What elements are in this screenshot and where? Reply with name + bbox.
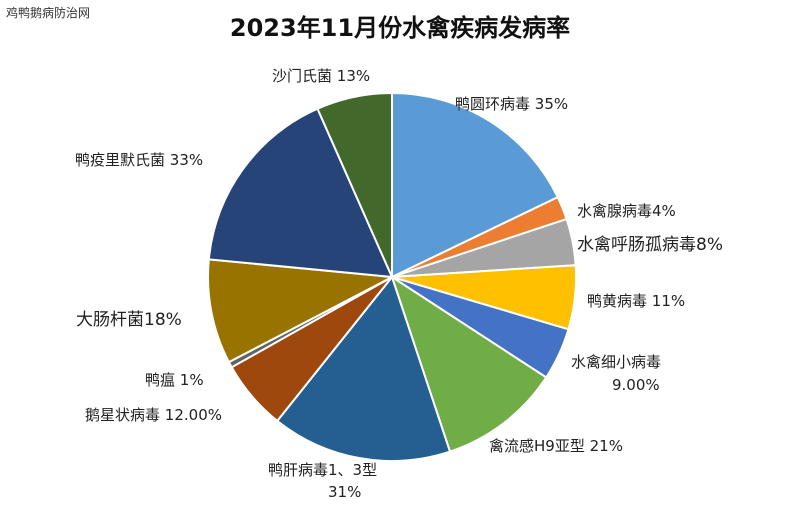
chart-title: 2023年11月份水禽疾病发病率: [229, 14, 571, 42]
slice-label-parvovirus-value: 9.00%: [612, 376, 660, 394]
slice-label-salmonella: 沙门氏菌 13%: [272, 67, 370, 85]
slice-label-parvovirus-name: 水禽细小病毒: [571, 353, 661, 371]
slice-label-duck-tembusu: 鸭黄病毒 11%: [587, 292, 685, 310]
slice-label-goose-astrovirus: 鹅星状病毒 12.00%: [85, 406, 222, 424]
pie-slice-5: [390, 274, 548, 453]
pie-slice-6: [275, 274, 452, 462]
slice-label-adenovirus: 水禽腺病毒4%: [577, 202, 676, 220]
slice-label-duck-plague: 鸭瘟 1%: [145, 371, 204, 389]
site-watermark: 鸡鸭鹅病防治网: [6, 6, 91, 20]
slice-label-reovirus: 水禽呼肠孤病毒8%: [577, 235, 723, 255]
slice-label-duck-circovirus: 鸭圆环病毒 35%: [455, 95, 568, 113]
pie-slice-9: [207, 258, 396, 364]
slice-label-avian-flu-h9: 禽流感H9亚型 21%: [489, 437, 623, 455]
pie-slice-0: [391, 91, 560, 279]
pie-slice-10: [207, 107, 394, 279]
slice-label-e-coli: 大肠杆菌18%: [76, 310, 182, 330]
slice-label-duck-hepatitis-value: 31%: [328, 483, 361, 501]
pie-slice-11: [316, 91, 393, 278]
slice-label-duck-hepatitis-name: 鸭肝病毒1、3型: [268, 461, 377, 479]
slice-label-riemerella: 鸭疫里默氏菌 33%: [75, 151, 203, 169]
